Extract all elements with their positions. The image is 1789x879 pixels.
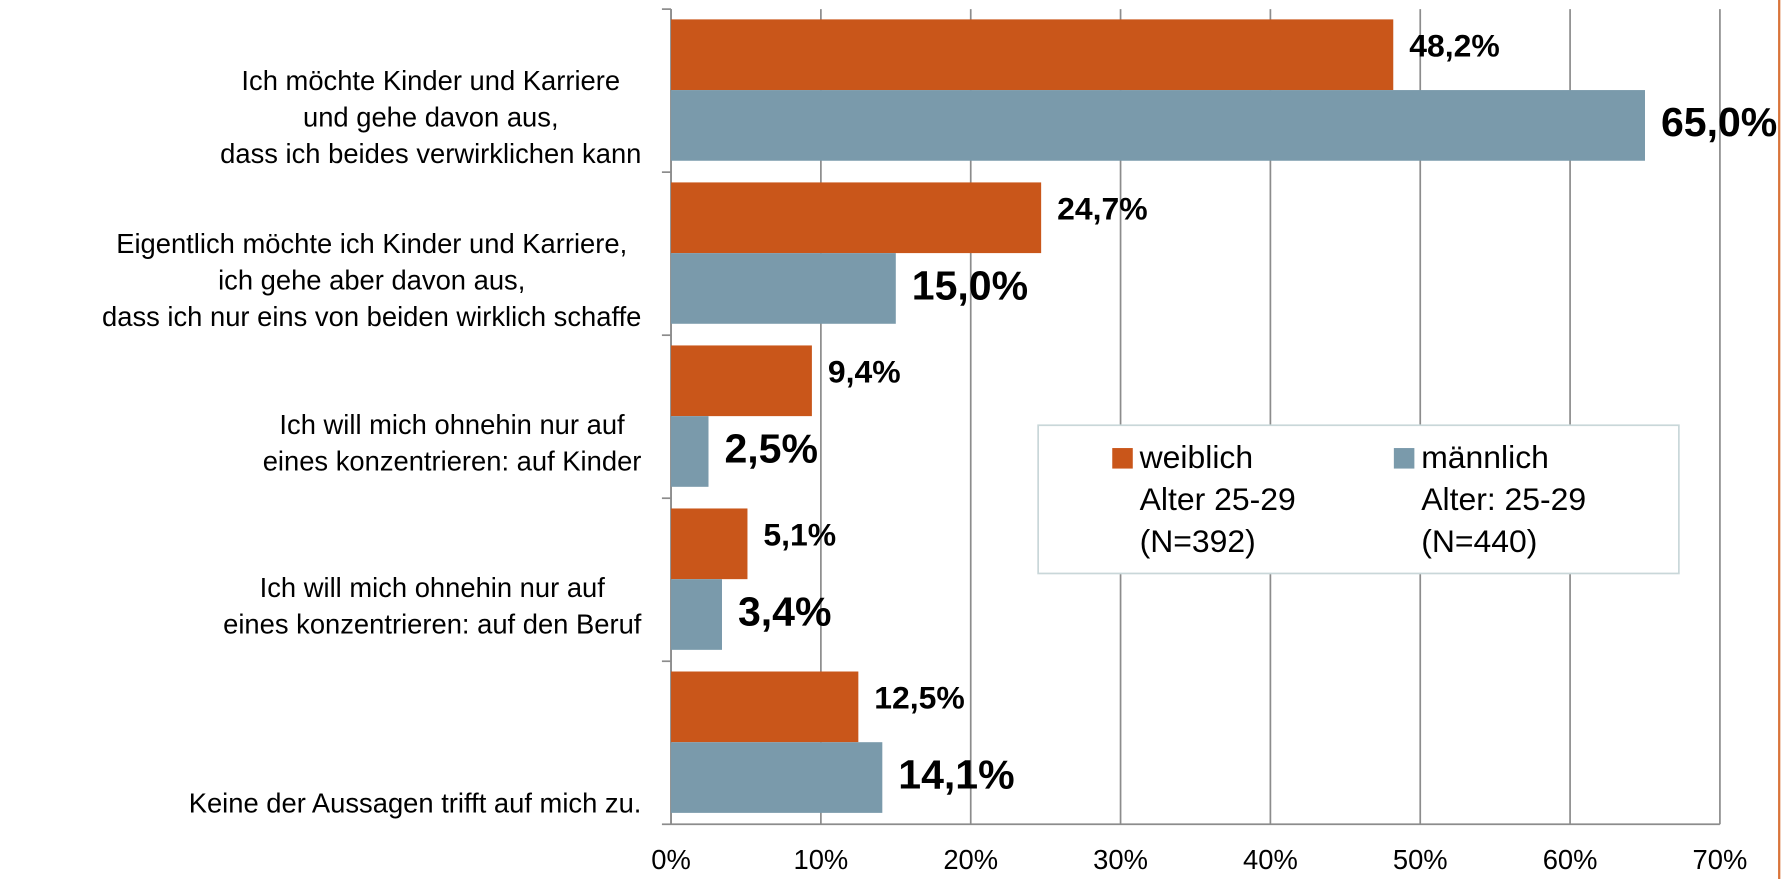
category-label: Eigentlich möchte ich Kinder und Karrier…: [102, 228, 641, 332]
bar: [671, 90, 1645, 161]
x-tick-label: 0%: [651, 844, 691, 875]
legend-swatch: [1393, 448, 1415, 469]
category-label-line: Ich will mich ohnehin nur auf: [260, 572, 606, 603]
bar: [671, 579, 722, 650]
legend-label: weiblich: [1139, 439, 1254, 475]
category-label-line: ich gehe aber davon aus,: [218, 264, 525, 295]
category-label-line: eines konzentrieren: auf den Beruf: [223, 609, 642, 640]
x-tick-label: 50%: [1393, 844, 1448, 875]
category-label-line: dass ich beides verwirklichen kann: [220, 138, 641, 169]
category-label-line: Eigentlich möchte ich Kinder und Karrier…: [116, 228, 627, 259]
data-label: 65,0%: [1661, 99, 1777, 145]
x-tick-label: 30%: [1093, 844, 1148, 875]
data-label: 12,5%: [874, 679, 964, 715]
x-tick-label: 40%: [1243, 844, 1298, 875]
x-tick-label: 60%: [1543, 844, 1598, 875]
x-tick-label: 20%: [943, 844, 998, 875]
data-label: 15,0%: [912, 262, 1028, 308]
data-label: 5,1%: [763, 516, 836, 552]
bar: [671, 19, 1394, 91]
bar: [671, 742, 883, 813]
category-label-line: Ich möchte Kinder und Karriere: [241, 65, 620, 96]
data-label: 24,7%: [1057, 190, 1147, 226]
x-tick-label: 70%: [1693, 844, 1748, 875]
legend-label: Alter: 25-29: [1421, 481, 1586, 517]
bar: [671, 182, 1042, 254]
bar: [671, 508, 748, 580]
data-label: 3,4%: [738, 588, 832, 634]
bar: [671, 345, 812, 417]
legend-label: Alter 25-29: [1140, 481, 1296, 517]
legend-label: männlich: [1421, 439, 1549, 475]
category-label-line: Keine der Aussagen trifft auf mich zu.: [189, 788, 642, 819]
legend-box: [1037, 424, 1680, 575]
category-label-line: und gehe davon aus,: [303, 101, 559, 132]
data-label: 9,4%: [828, 353, 901, 389]
category-label-line: Ich will mich ohnehin nur auf: [279, 409, 625, 440]
category-label-line: dass ich nur eins von beiden wirklich sc…: [102, 301, 641, 332]
legend-label: (N=440): [1421, 523, 1537, 559]
x-tick-label: 10%: [794, 844, 849, 875]
bar: [671, 671, 859, 743]
legend-swatch: [1112, 448, 1133, 469]
category-label: Keine der Aussagen trifft auf mich zu.: [189, 788, 642, 819]
bar: [671, 416, 709, 487]
category-label-line: eines konzentrieren: auf Kinder: [263, 446, 642, 477]
legend-label: (N=392): [1140, 523, 1256, 559]
category-label: Ich will mich ohnehin nur auf eines konze…: [223, 572, 642, 639]
category-label: Ich möchte Kinder und Karriere und gehe d…: [220, 65, 641, 169]
data-label: 2,5%: [724, 425, 818, 471]
data-label: 14,1%: [898, 751, 1014, 797]
bar: [671, 253, 896, 324]
category-label: Ich will mich ohnehin nur auf eines konze…: [263, 409, 642, 476]
data-label: 48,2%: [1409, 27, 1499, 63]
